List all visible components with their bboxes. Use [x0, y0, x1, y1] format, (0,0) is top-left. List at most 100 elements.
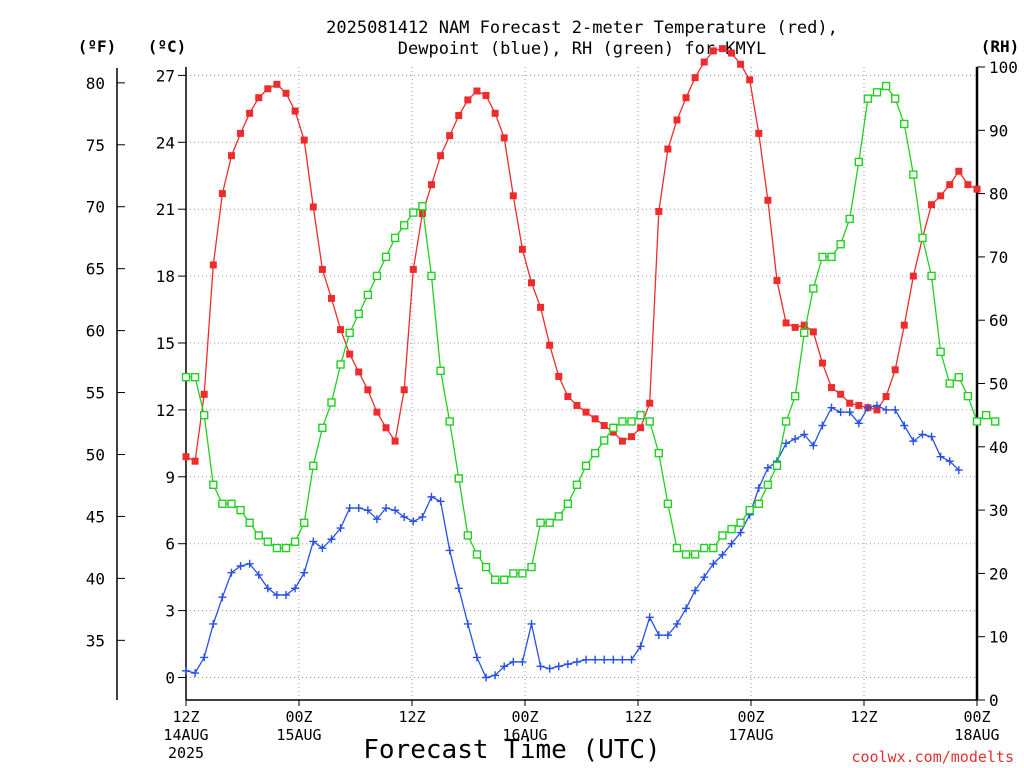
temperature-point	[773, 277, 781, 285]
dewpoint-point	[718, 550, 727, 559]
rh-point	[881, 81, 891, 91]
temperature-point	[964, 181, 972, 189]
dewpoint-point	[382, 504, 391, 513]
fahrenheit-tick-label: 75	[86, 136, 105, 155]
dewpoint-point	[418, 512, 427, 521]
dewpoint-point	[809, 441, 818, 450]
rh-tick-label: 90	[989, 121, 1008, 140]
temperature-point	[427, 181, 435, 189]
temperature-point	[764, 196, 772, 204]
x-tick-label: 00Z	[285, 708, 312, 726]
rh-point	[927, 271, 936, 281]
grid	[186, 67, 977, 700]
temperature-point	[591, 415, 599, 423]
dewpoint-point	[454, 584, 463, 593]
temperature-point	[209, 261, 217, 269]
dewpoint-point	[409, 517, 418, 526]
rh-point	[854, 157, 864, 167]
x-axis-title: Forecast Time (UTC)	[363, 735, 660, 765]
temperature-point	[291, 107, 299, 115]
rh-point	[336, 360, 345, 369]
x-tick-label: 12Z	[624, 708, 651, 726]
rh-point	[227, 499, 236, 508]
x-tick-label: 18AUG	[954, 726, 999, 744]
dewpoint-point	[291, 584, 300, 593]
temperature-point	[700, 58, 708, 66]
x-tick-label: 12Z	[172, 708, 199, 726]
temperature-point	[709, 47, 717, 55]
dewpoint-point	[818, 421, 827, 430]
dewpoint-point	[509, 657, 518, 666]
temperature-point	[737, 60, 745, 68]
rh-point	[845, 214, 854, 224]
temperature-point	[664, 145, 672, 153]
x-tick-label: 15AUG	[276, 726, 321, 744]
temperature-point	[691, 74, 699, 82]
temperature-point	[600, 422, 608, 430]
rh-point	[427, 271, 436, 281]
rh-point	[900, 119, 909, 129]
temperature-point	[818, 359, 826, 367]
rh-point	[445, 417, 454, 426]
rh-point	[263, 537, 273, 546]
dewpoint-point	[363, 506, 372, 515]
temperature-point	[464, 96, 472, 104]
temperature-point	[527, 279, 535, 287]
x-tick-label: 00Z	[511, 708, 538, 726]
temperature-point	[946, 181, 954, 189]
celsius-tick-label: 6	[165, 535, 175, 554]
rh-point	[890, 94, 900, 103]
celsius-tick-label: 24	[156, 133, 175, 152]
rh-point	[472, 550, 482, 559]
rh-point	[609, 423, 618, 433]
temperature-point	[282, 89, 290, 97]
temperature-point	[855, 401, 863, 409]
rh-point	[936, 347, 945, 357]
rh-tick-label: 80	[989, 185, 1008, 204]
dewpoint-point	[591, 655, 600, 664]
rh-point	[636, 410, 645, 420]
temperature-point	[555, 372, 563, 380]
rh-tick-label: 10	[989, 628, 1008, 647]
dewpoint-point	[882, 405, 891, 414]
axes	[116, 66, 985, 706]
temperature-point	[682, 94, 690, 102]
rh-tick-label: 20	[989, 564, 1008, 583]
dewpoint-point	[609, 655, 618, 664]
rh-point	[618, 417, 627, 426]
temperature-point	[227, 152, 235, 160]
dewpoint-point	[645, 613, 654, 622]
rh-point	[254, 531, 263, 540]
temperature-point	[509, 192, 517, 200]
dewpoint-point	[372, 515, 381, 524]
dewpoint-point	[445, 546, 454, 555]
rh-point	[990, 417, 1000, 426]
temperature-point	[873, 406, 881, 414]
rh-point	[500, 575, 509, 584]
rh-point	[736, 518, 745, 527]
data-series	[181, 45, 1000, 682]
rh-point	[554, 512, 563, 521]
dewpoint-point	[263, 584, 272, 593]
rh-tick-label: 100	[989, 58, 1018, 77]
rh-point	[836, 240, 845, 249]
rh-tick-label: 30	[989, 501, 1008, 520]
rh-line	[186, 85, 996, 581]
dewpoint-point	[900, 421, 909, 430]
rh-point	[381, 252, 391, 262]
temperature-point	[891, 366, 899, 374]
celsius-tick-label: 12	[156, 401, 175, 420]
rh-point	[400, 221, 409, 230]
temperature-point	[446, 132, 454, 140]
temperature-point	[755, 129, 763, 137]
fahrenheit-tick-label: 80	[86, 74, 105, 93]
temperature-point	[728, 49, 736, 57]
temperature-point	[500, 134, 508, 142]
dewpoint-point	[782, 439, 791, 448]
rh-point	[809, 284, 818, 293]
temperature-point	[255, 94, 263, 102]
temperature-point	[200, 390, 208, 398]
dewpoint-point	[400, 512, 409, 521]
rh-point	[718, 531, 727, 540]
